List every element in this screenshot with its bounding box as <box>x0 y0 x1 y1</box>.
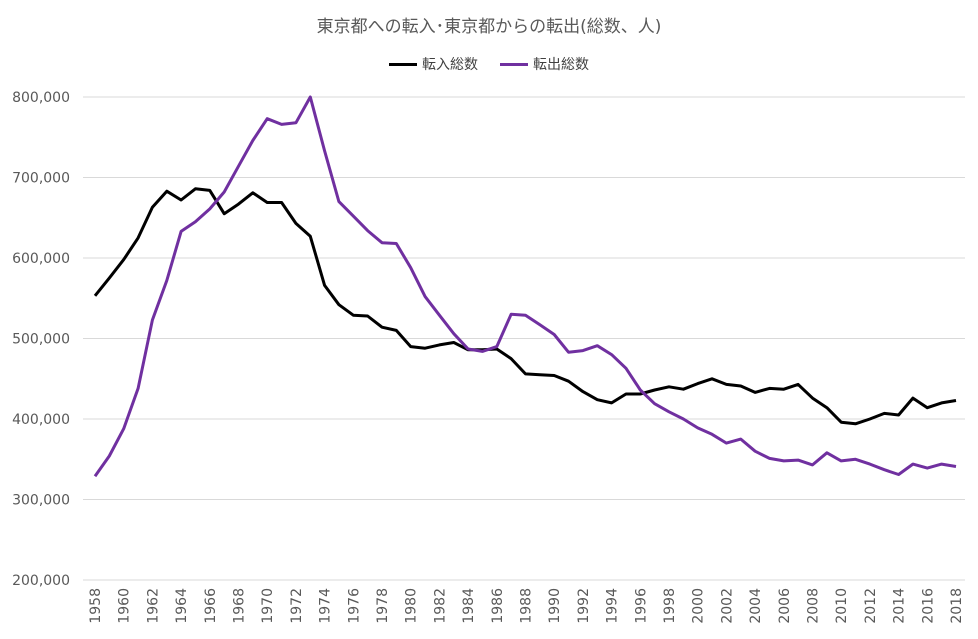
legend: 転入総数 転出総数 <box>0 54 978 74</box>
y-tick-label: 800,000 <box>12 90 70 106</box>
x-tick-label: 1996 <box>633 588 649 624</box>
x-tick-label: 2002 <box>719 588 735 624</box>
legend-swatch-outflow <box>500 62 528 66</box>
x-tick-label: 2006 <box>777 588 793 624</box>
x-tick-label: 2010 <box>834 588 850 624</box>
x-tick-label: 2016 <box>920 588 936 624</box>
x-tick-label: 2000 <box>691 588 707 624</box>
x-tick-label: 1980 <box>404 588 420 624</box>
x-tick-label: 1990 <box>547 588 563 624</box>
x-tick-label: 1968 <box>232 588 248 624</box>
x-tick-label: 1984 <box>461 588 477 624</box>
x-tick-label: 1966 <box>203 588 219 624</box>
x-tick-label: 2018 <box>949 588 965 624</box>
chart-title: 東京都への転入･東京都からの転出(総数、人) <box>316 17 662 37</box>
x-tick-label: 2012 <box>863 588 879 624</box>
x-tick-label: 1962 <box>145 588 161 624</box>
legend-label-inflow: 転入総数 <box>422 57 478 73</box>
x-tick-label: 1978 <box>375 588 391 624</box>
x-tick-label: 1988 <box>519 588 535 624</box>
x-tick-label: 1958 <box>88 588 104 624</box>
x-tick-label: 2008 <box>806 588 822 624</box>
x-tick-label: 1972 <box>289 588 305 624</box>
x-tick-label: 2014 <box>892 588 908 624</box>
x-tick-label: 1986 <box>490 588 506 624</box>
series-line-outflow <box>93 95 957 478</box>
y-tick-label: 200,000 <box>12 573 70 589</box>
x-tick-label: 2004 <box>748 588 764 624</box>
legend-item-outflow: 転出総数 <box>500 54 589 74</box>
x-tick-label: 1994 <box>605 588 621 624</box>
y-tick-label: 600,000 <box>12 251 70 267</box>
legend-label-outflow: 転出総数 <box>533 57 589 73</box>
x-tick-label: 1970 <box>260 588 276 624</box>
legend-item-inflow: 転入総数 <box>389 54 478 74</box>
x-tick-label: 1982 <box>432 588 448 624</box>
x-tick-label: 1992 <box>576 588 592 624</box>
y-tick-label: 300,000 <box>12 493 70 509</box>
x-tick-label: 1974 <box>318 588 334 624</box>
legend-swatch-inflow <box>389 62 417 66</box>
y-tick-label: 500,000 <box>12 332 70 348</box>
x-tick-label: 1964 <box>174 588 190 624</box>
x-tick-label: 1960 <box>117 588 133 624</box>
y-tick-label: 700,000 <box>12 171 70 187</box>
series-line-inflow <box>93 187 957 426</box>
x-tick-label: 1976 <box>346 588 362 624</box>
y-tick-label: 400,000 <box>12 412 70 428</box>
x-tick-label: 1998 <box>662 588 678 624</box>
